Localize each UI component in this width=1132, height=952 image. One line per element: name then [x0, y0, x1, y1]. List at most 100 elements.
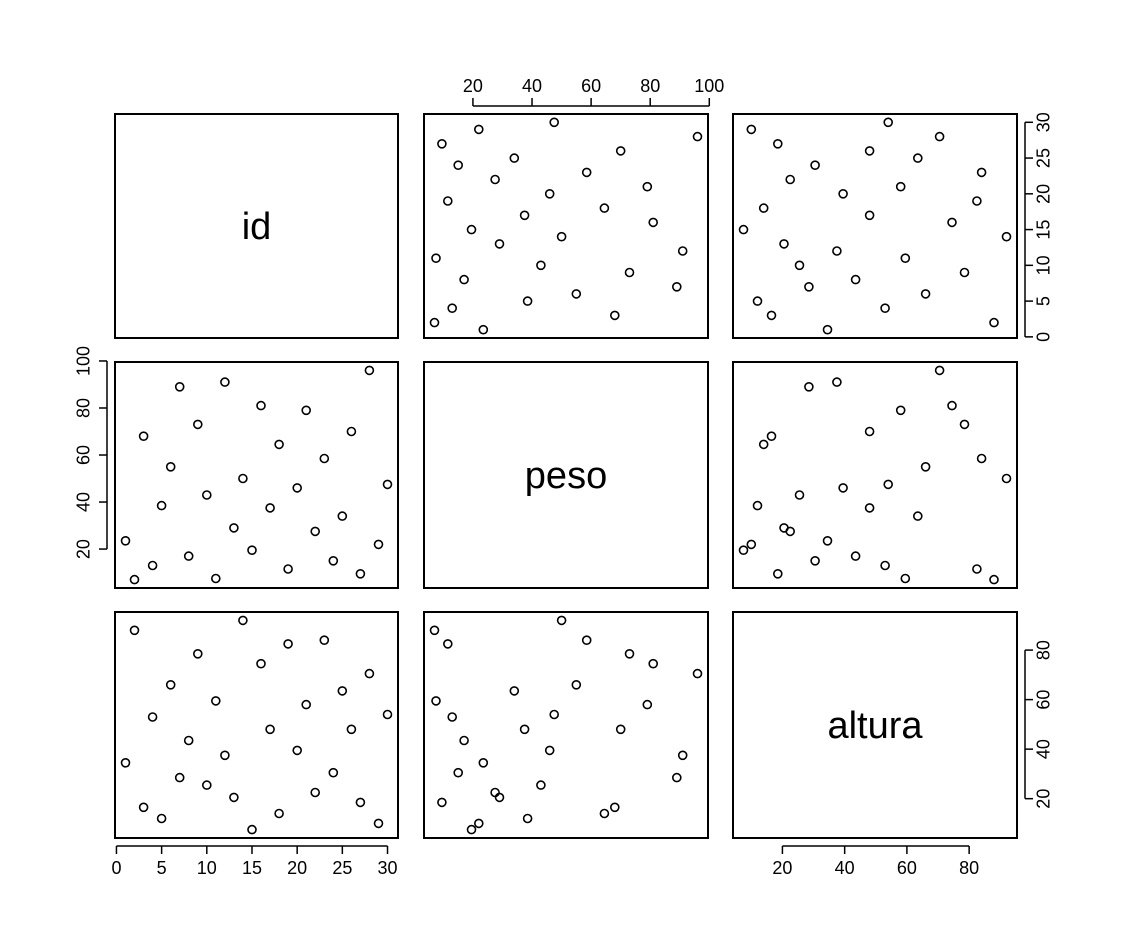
data-point [147, 712, 158, 722]
data-point [229, 792, 239, 803]
panel-frame [732, 361, 1018, 589]
data-point [437, 797, 447, 808]
tick-label: 60 [1034, 690, 1054, 710]
data-point [912, 153, 923, 163]
panel-frame [423, 113, 709, 339]
data-point [301, 699, 312, 710]
data-point [174, 381, 185, 392]
data-point [174, 772, 185, 783]
data-point [1001, 231, 1012, 242]
data-point [772, 568, 783, 579]
data-point [624, 267, 635, 278]
y-axis-right-altura: 20 40 60 80 [1024, 640, 1054, 809]
tick-label: 10 [1034, 255, 1054, 275]
data-point [202, 490, 212, 500]
data-point [838, 189, 848, 199]
data-point [864, 426, 875, 437]
data-point [738, 545, 749, 556]
data-point [880, 303, 890, 314]
data-point [677, 750, 688, 761]
tick-label: 20 [74, 539, 94, 559]
data-point [599, 203, 610, 213]
tick-label: 80 [1034, 640, 1054, 660]
data-point [900, 253, 911, 264]
data-point [692, 668, 703, 679]
data-point [642, 181, 653, 192]
data-point [466, 224, 477, 235]
data-point [301, 405, 312, 416]
data-point [758, 203, 769, 213]
data-point [692, 131, 703, 142]
panel-altura-id [114, 611, 399, 839]
data-point [794, 260, 805, 271]
data-point [934, 365, 945, 376]
data-point [429, 625, 440, 636]
data-point [779, 239, 789, 249]
tick-label: 15 [1034, 220, 1054, 240]
data-point [364, 365, 375, 376]
data-point [648, 658, 659, 669]
panel-altura-peso [423, 611, 709, 839]
data-point [832, 246, 842, 256]
data-point [959, 267, 970, 278]
data-point [478, 757, 489, 768]
data-point [883, 117, 894, 128]
data-point [920, 461, 931, 472]
data-point [752, 296, 763, 306]
panel-id-altura [732, 113, 1018, 339]
tick-label: 40 [835, 858, 855, 878]
data-point [459, 735, 469, 746]
data-point [947, 400, 957, 411]
data-point [832, 377, 842, 387]
data-point [431, 696, 441, 706]
data-point [895, 181, 906, 192]
data-point [599, 808, 610, 819]
data-point [292, 483, 303, 493]
data-point [310, 787, 321, 798]
x-axis-top-peso: 20 40 60 80 100 [463, 76, 724, 107]
data-point [447, 303, 458, 314]
data-point [364, 668, 375, 679]
data-point [490, 174, 500, 185]
data-point [147, 560, 158, 571]
tick-label: 10 [197, 858, 217, 878]
data-point [738, 224, 749, 235]
data-point [536, 780, 546, 790]
data-point [193, 648, 203, 659]
data-point [615, 146, 626, 156]
data-point [319, 635, 330, 646]
panel-peso-altura [732, 361, 1018, 589]
panel-peso-peso: peso [423, 361, 709, 589]
data-point [838, 483, 848, 493]
data-point [466, 824, 477, 835]
data-point [758, 439, 769, 450]
data-point [571, 679, 582, 690]
data-point [256, 658, 266, 669]
data-point [346, 426, 357, 437]
data-point [822, 324, 833, 335]
variable-label-altura: altura [827, 705, 923, 747]
data-point [238, 473, 248, 484]
data-point [609, 310, 620, 321]
data-point [283, 564, 293, 574]
data-point [989, 574, 999, 585]
data-point [519, 210, 530, 221]
tick-label: 40 [74, 492, 94, 512]
x-axis-bottom-altura: 20 40 60 80 [772, 845, 979, 878]
data-point [536, 260, 546, 271]
panel-frame [423, 361, 709, 589]
data-point [373, 539, 384, 550]
data-point [972, 196, 982, 206]
panel-frame [423, 611, 709, 839]
data-point [229, 523, 239, 533]
data-point [310, 526, 321, 537]
tick-label: 60 [581, 76, 601, 96]
data-point [183, 551, 194, 561]
data-point [494, 239, 505, 249]
tick-label: 100 [694, 76, 724, 96]
data-point [265, 724, 275, 735]
tick-label: 5 [157, 858, 167, 878]
data-point [934, 131, 945, 142]
data-point [494, 792, 505, 803]
data-point [912, 511, 923, 521]
